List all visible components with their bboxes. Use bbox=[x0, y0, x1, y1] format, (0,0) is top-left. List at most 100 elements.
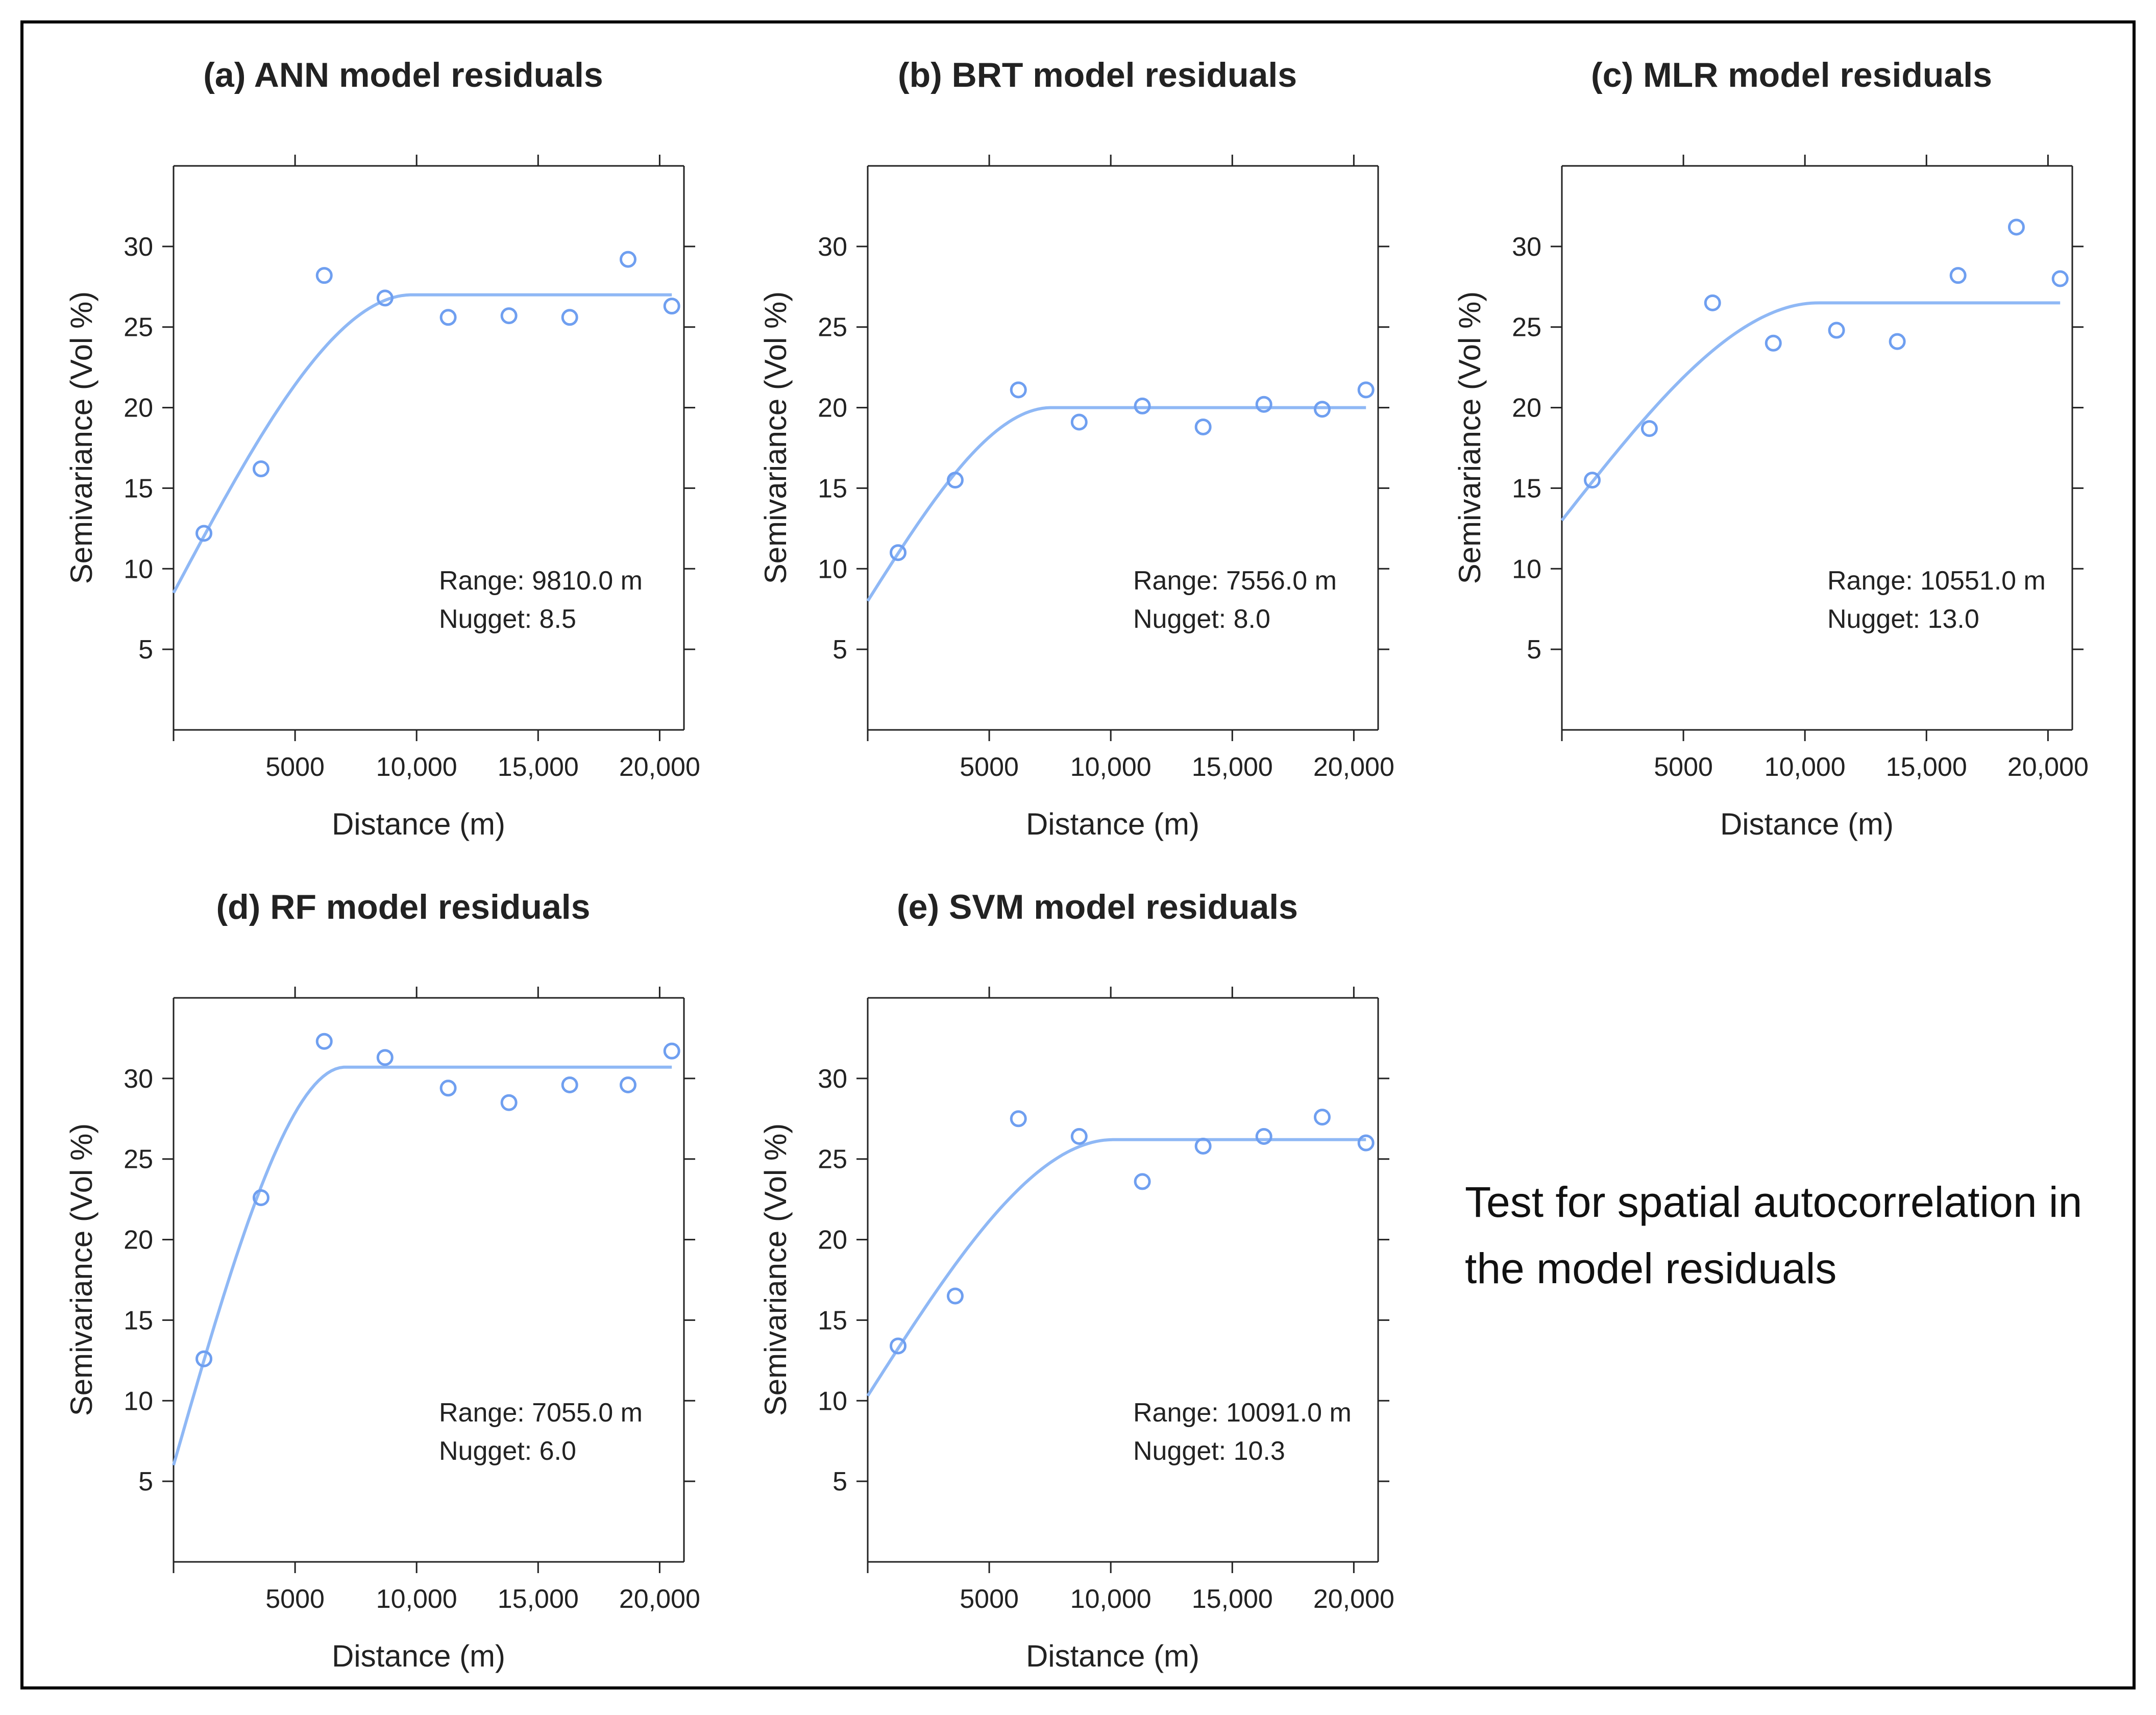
data-point bbox=[1010, 381, 1027, 399]
data-point bbox=[439, 309, 457, 326]
x-tick-label: 10,000 bbox=[1765, 752, 1846, 782]
x-axis-label: Distance (m) bbox=[1720, 807, 1894, 841]
data-point bbox=[1640, 420, 1658, 437]
data-point bbox=[252, 460, 270, 478]
nugget-annotation: Nugget: 13.0 bbox=[1827, 604, 1979, 634]
data-point bbox=[376, 289, 394, 307]
data-point bbox=[890, 544, 907, 561]
y-axis-label: Semivariance (Vol %) bbox=[64, 291, 99, 584]
x-tick-label: 15,000 bbox=[498, 752, 579, 782]
y-tick-label: 15 bbox=[1512, 474, 1541, 503]
data-point bbox=[315, 267, 333, 284]
y-tick-label: 20 bbox=[818, 394, 847, 423]
y-tick-label: 10 bbox=[124, 554, 153, 584]
y-axis-label: Semivariance (Vol %) bbox=[1453, 291, 1487, 584]
data-point bbox=[561, 1076, 578, 1093]
range-annotation: Range: 7556.0 m bbox=[1133, 566, 1337, 596]
x-tick-label: 5000 bbox=[265, 1584, 325, 1614]
model-line bbox=[172, 293, 672, 594]
data-point bbox=[376, 1049, 394, 1066]
model-line bbox=[1560, 301, 2061, 522]
data-point bbox=[1070, 1128, 1088, 1145]
data-point bbox=[315, 1033, 333, 1050]
chart-panel-5: (e) SVM model residuals 5 10 15 20 25 30 5000 10… bbox=[758, 888, 1394, 1673]
x-tick-label: 15,000 bbox=[1192, 1584, 1273, 1614]
range-annotation: Range: 9810.0 m bbox=[439, 566, 643, 596]
y-tick-label: 20 bbox=[124, 1226, 153, 1255]
data-point bbox=[1313, 1109, 1331, 1126]
data-point bbox=[1134, 397, 1151, 414]
y-tick-label: 10 bbox=[818, 554, 847, 584]
model-line bbox=[866, 406, 1366, 602]
data-point bbox=[1828, 322, 1845, 339]
data-point bbox=[1357, 1134, 1375, 1152]
range-annotation: Range: 7055.0 m bbox=[439, 1398, 643, 1428]
x-tick-label: 15,000 bbox=[498, 1584, 579, 1614]
chart-panel-1: (a) ANN model residuals 5 10 15 20 25 30 5000 10… bbox=[64, 56, 700, 841]
data-point bbox=[500, 1094, 518, 1111]
x-axis-label: Distance (m) bbox=[332, 807, 505, 841]
x-tick-label: 20,000 bbox=[2007, 752, 2089, 782]
data-point bbox=[1255, 396, 1272, 413]
y-tick-label: 5 bbox=[138, 635, 153, 665]
data-point bbox=[1255, 1128, 1272, 1145]
y-tick-label: 5 bbox=[138, 1467, 153, 1497]
data-point bbox=[1313, 401, 1331, 418]
data-point bbox=[1704, 294, 1721, 311]
chart-title: (c) MLR model residuals bbox=[1591, 56, 1992, 94]
y-tick-label: 5 bbox=[1527, 635, 1541, 665]
data-point bbox=[619, 1076, 636, 1093]
nugget-annotation: Nugget: 8.0 bbox=[1133, 604, 1270, 634]
x-tick-label: 20,000 bbox=[619, 752, 700, 782]
x-tick-label: 10,000 bbox=[376, 752, 457, 782]
chart-panel-2: (b) BRT model residuals 5 10 15 20 25 30 5000 10… bbox=[758, 56, 1394, 841]
data-point bbox=[1194, 1137, 1212, 1155]
range-annotation: Range: 10551.0 m bbox=[1827, 566, 2046, 596]
x-axis-label: Distance (m) bbox=[332, 1639, 505, 1673]
data-point bbox=[195, 1350, 213, 1367]
data-point bbox=[2051, 270, 2069, 287]
y-tick-label: 15 bbox=[818, 1306, 847, 1335]
data-point bbox=[619, 251, 636, 268]
y-tick-label: 10 bbox=[1512, 554, 1541, 584]
x-axis-label: Distance (m) bbox=[1026, 1639, 1199, 1673]
y-tick-label: 25 bbox=[818, 1145, 847, 1174]
x-tick-label: 20,000 bbox=[1313, 752, 1394, 782]
x-axis-label: Distance (m) bbox=[1026, 807, 1199, 841]
chart-panel-3: (c) MLR model residuals 5 10 15 20 25 30 5000 10… bbox=[1453, 56, 2089, 841]
y-tick-label: 10 bbox=[124, 1386, 153, 1416]
data-point bbox=[663, 298, 680, 315]
data-point bbox=[1889, 333, 1906, 350]
y-tick-label: 10 bbox=[818, 1386, 847, 1416]
nugget-annotation: Nugget: 6.0 bbox=[439, 1436, 576, 1466]
y-tick-label: 30 bbox=[818, 1064, 847, 1094]
x-tick-label: 5000 bbox=[960, 1584, 1019, 1614]
y-tick-label: 25 bbox=[124, 313, 153, 342]
data-point bbox=[2007, 218, 2025, 236]
nugget-annotation: Nugget: 10.3 bbox=[1133, 1436, 1285, 1466]
range-annotation: Range: 10091.0 m bbox=[1133, 1398, 1352, 1428]
y-tick-label: 30 bbox=[124, 232, 153, 262]
y-tick-label: 20 bbox=[1512, 394, 1541, 423]
y-tick-label: 15 bbox=[818, 474, 847, 503]
y-tick-label: 20 bbox=[124, 394, 153, 423]
data-point bbox=[890, 1337, 907, 1355]
data-point bbox=[1134, 1173, 1151, 1190]
x-tick-label: 5000 bbox=[960, 752, 1019, 782]
caption-line-1: Test for spatial autocorrelation in bbox=[1465, 1178, 2082, 1226]
data-point bbox=[946, 472, 964, 489]
y-tick-label: 15 bbox=[124, 474, 153, 503]
data-point bbox=[1357, 381, 1375, 399]
caption-line-2: the model residuals bbox=[1465, 1244, 1836, 1292]
chart-panels: (a) ANN model residuals 5 10 15 20 25 30 5000 10… bbox=[64, 56, 2089, 1673]
y-tick-label: 30 bbox=[124, 1064, 153, 1094]
model-line bbox=[866, 1138, 1366, 1397]
data-point bbox=[500, 307, 518, 325]
y-tick-label: 25 bbox=[818, 313, 847, 342]
chart-title: (b) BRT model residuals bbox=[898, 56, 1297, 94]
nugget-annotation: Nugget: 8.5 bbox=[439, 604, 576, 634]
y-tick-label: 5 bbox=[832, 635, 847, 665]
x-tick-label: 15,000 bbox=[1886, 752, 1967, 782]
y-axis-label: Semivariance (Vol %) bbox=[758, 1123, 793, 1416]
